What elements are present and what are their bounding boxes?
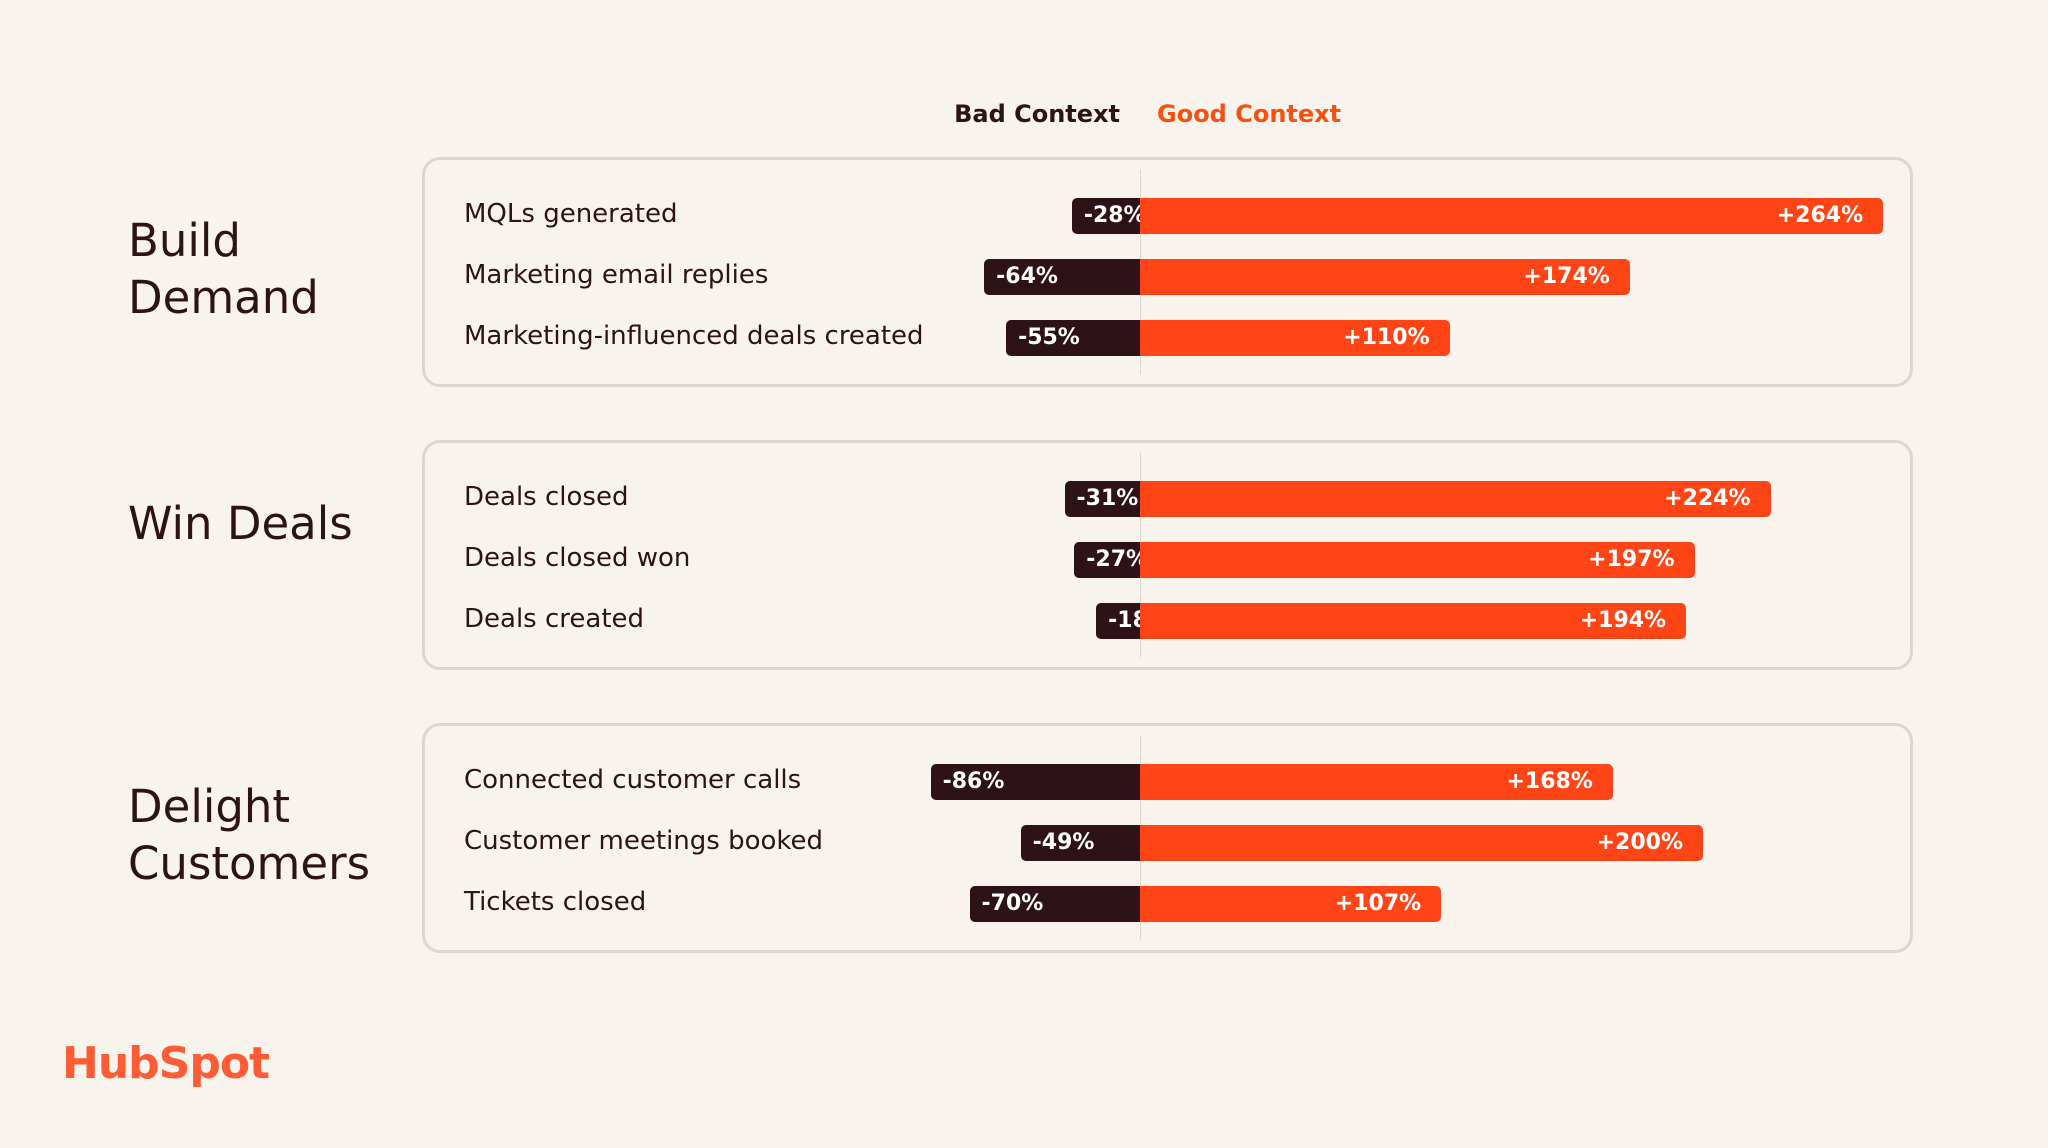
good-context-bar: +168% bbox=[1140, 764, 1613, 800]
metric-label: Connected customer calls bbox=[464, 765, 802, 795]
good-context-bar: +200% bbox=[1140, 825, 1703, 861]
bad-context-value: -70% bbox=[981, 891, 1044, 916]
metric-row: MQLs generated -28% +264% bbox=[425, 196, 1910, 236]
bad-context-value: -49% bbox=[1032, 830, 1095, 855]
bad-context-bar: -28% bbox=[1071, 198, 1146, 234]
legend-good-context: Good Context bbox=[1157, 100, 1342, 128]
good-context-bar: +110% bbox=[1140, 320, 1450, 356]
group-title: Delight Customers bbox=[128, 780, 371, 890]
legend-bad-context: Bad Context bbox=[954, 100, 1120, 128]
bad-context-value: -55% bbox=[1018, 325, 1080, 350]
metric-row: Marketing email replies -64% +174% bbox=[425, 257, 1910, 297]
bad-context-bar: -55% bbox=[1006, 320, 1140, 356]
metric-label: Tickets closed bbox=[464, 887, 647, 917]
metric-row: Marketing-influenced deals created -55% +1… bbox=[425, 318, 1910, 358]
metric-label: Deals closed bbox=[464, 482, 629, 512]
group-title: Build Demand bbox=[128, 214, 319, 324]
metric-label: Deals created bbox=[464, 604, 645, 634]
bad-context-bar: -49% bbox=[1020, 825, 1140, 861]
metric-label: Deals closed won bbox=[464, 543, 691, 573]
group-title: Win Deals bbox=[128, 497, 353, 550]
good-context-value: +107% bbox=[1334, 891, 1422, 916]
bad-context-bar: -86% bbox=[930, 764, 1140, 800]
good-context-bar: +197% bbox=[1140, 542, 1695, 578]
bad-context-value: -27% bbox=[1086, 547, 1149, 572]
good-context-value: +194% bbox=[1579, 608, 1667, 633]
good-context-bar: +264% bbox=[1140, 198, 1884, 234]
good-context-bar: +194% bbox=[1140, 603, 1687, 639]
good-context-value: +200% bbox=[1596, 830, 1683, 855]
bad-context-bar: -27% bbox=[1074, 542, 1148, 578]
group-panel: Deals closed -31% +224% Deals closed won -27… bbox=[422, 440, 1913, 670]
bad-context-bar: -18% bbox=[1096, 603, 1170, 639]
metric-row: Deals created -18% +194% bbox=[425, 601, 1910, 641]
metric-row: Customer meetings booked -49% +200% bbox=[425, 823, 1910, 863]
metric-row: Deals closed -31% +224% bbox=[425, 479, 1910, 519]
metric-row: Tickets closed -70% +107% bbox=[425, 884, 1910, 924]
hubspot-logo: HubSpot bbox=[62, 1038, 270, 1089]
metric-label: Marketing-influenced deals created bbox=[464, 321, 924, 351]
good-context-bar: +107% bbox=[1140, 886, 1442, 922]
chart-legend: Bad Context Good Context bbox=[0, 100, 2048, 140]
good-context-bar: +224% bbox=[1140, 481, 1771, 517]
good-context-value: +168% bbox=[1506, 769, 1593, 794]
bad-context-value: -28% bbox=[1083, 203, 1146, 228]
metric-label: Marketing email replies bbox=[464, 260, 769, 290]
good-context-value: +197% bbox=[1588, 547, 1675, 572]
bad-context-bar: -31% bbox=[1064, 481, 1140, 517]
metric-label: MQLs generated bbox=[464, 199, 678, 229]
good-context-value: +110% bbox=[1343, 325, 1430, 350]
bad-context-value: -86% bbox=[942, 769, 1005, 794]
metric-label: Customer meetings booked bbox=[464, 826, 824, 856]
good-context-value: +264% bbox=[1776, 203, 1864, 228]
good-context-bar: +174% bbox=[1140, 259, 1630, 295]
bad-context-value: -64% bbox=[996, 264, 1058, 289]
bad-context-bar: -70% bbox=[969, 886, 1140, 922]
metric-row: Deals closed won -27% +197% bbox=[425, 540, 1910, 580]
bad-context-bar: -64% bbox=[984, 259, 1140, 295]
group-panel: MQLs generated -28% +264% Marketing email r… bbox=[422, 157, 1913, 387]
group-panel: Connected customer calls -86% +168% Custome… bbox=[422, 723, 1913, 953]
bad-context-value: -31% bbox=[1076, 486, 1139, 511]
good-context-value: +174% bbox=[1523, 264, 1610, 289]
metric-row: Connected customer calls -86% +168% bbox=[425, 762, 1910, 802]
good-context-value: +224% bbox=[1664, 486, 1751, 511]
